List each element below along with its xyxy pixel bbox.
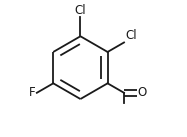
Text: O: O xyxy=(138,86,147,99)
Text: F: F xyxy=(29,86,36,99)
Text: Cl: Cl xyxy=(125,29,137,42)
Text: Cl: Cl xyxy=(75,4,86,17)
